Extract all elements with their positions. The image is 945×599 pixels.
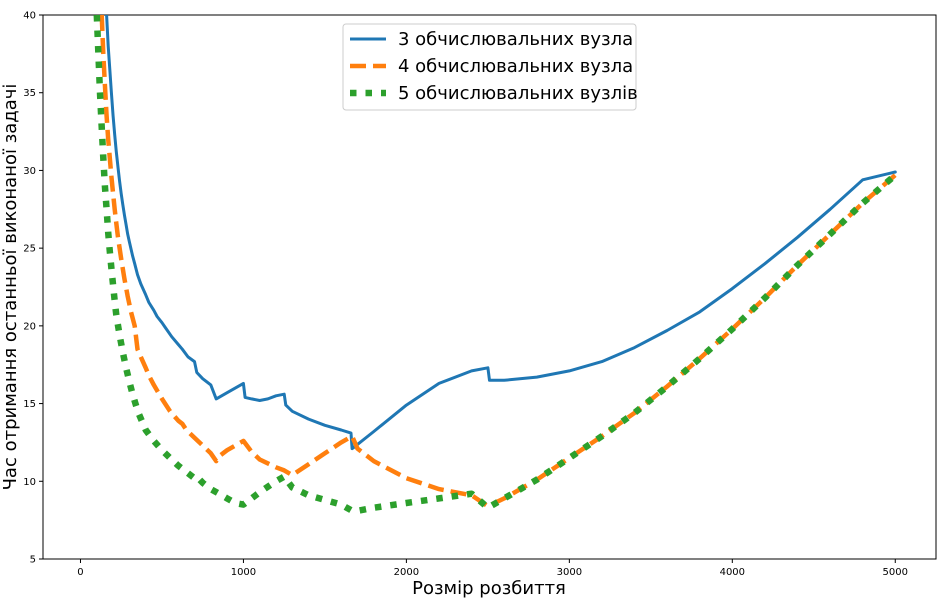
x-tick-label: 0 [77, 567, 83, 578]
y-tick-label: 25 [23, 244, 36, 255]
series-line-1 [105, 15, 897, 451]
x-tick-label: 2000 [394, 567, 419, 578]
x-tick-label: 3000 [557, 567, 582, 578]
x-axis-label: Розмір розбиття [412, 578, 566, 599]
legend: 3 обчислювальних вузла 4 обчислювальних в… [342, 23, 638, 111]
x-axis-ticks: 0 1000 2000 3000 4000 5000 [77, 559, 908, 578]
y-tick-label: 40 [23, 11, 36, 22]
series-line-2 [99, 15, 897, 509]
y-tick-label: 35 [23, 88, 36, 99]
legend-label-1: 3 обчислювальних вузла [398, 29, 633, 50]
y-tick-label: 15 [23, 399, 36, 410]
y-tick-label: 20 [23, 321, 36, 332]
x-tick-label: 4000 [720, 567, 745, 578]
x-tick-label: 1000 [231, 567, 256, 578]
y-axis-label: Час отримання останньої виконаної задачі [0, 84, 21, 491]
x-tick-label: 5000 [883, 567, 908, 578]
series-layer [93, 15, 898, 515]
legend-label-3: 5 обчислювальних вузлів [398, 83, 638, 104]
y-tick-label: 5 [30, 555, 36, 566]
legend-frame [342, 23, 637, 111]
y-tick-label: 30 [23, 166, 36, 177]
y-axis-ticks: 5 10 15 20 25 30 35 40 [23, 11, 43, 566]
legend-label-2: 4 обчислювальних вузла [398, 56, 633, 77]
y-tick-label: 10 [23, 477, 36, 488]
